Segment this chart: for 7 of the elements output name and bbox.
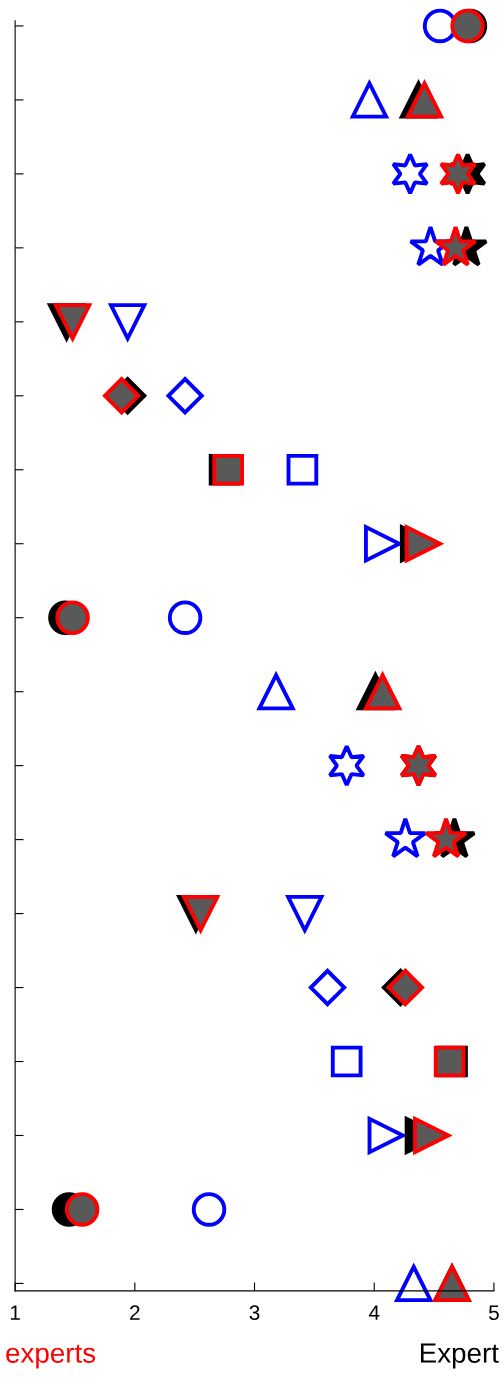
text: experts (6, 1344, 96, 1369)
x-tick-label: 4 (368, 1305, 380, 1320)
x-tick-label: 2 (130, 1305, 140, 1320)
series-label: Expert (420, 1343, 499, 1369)
x-tick-label: 1 (10, 1305, 20, 1320)
x-tick-label: 3 (249, 1305, 260, 1321)
x-tick-label: 5 (488, 1305, 499, 1321)
